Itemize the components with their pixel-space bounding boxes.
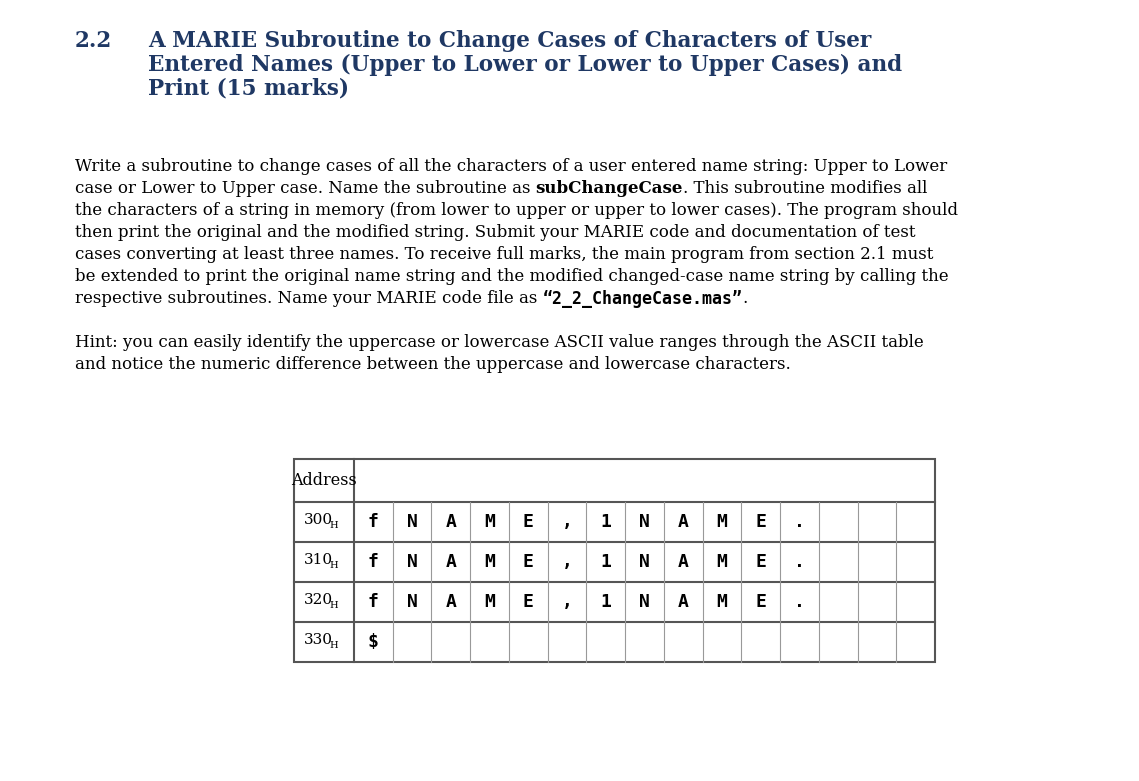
Text: M: M <box>716 513 728 531</box>
Text: H: H <box>329 562 338 570</box>
Text: .: . <box>743 290 748 307</box>
Text: A: A <box>678 553 689 571</box>
Text: N: N <box>407 593 418 611</box>
Text: respective subroutines. Name your MARIE code file as: respective subroutines. Name your MARIE … <box>75 290 542 307</box>
Text: and notice the numeric difference between the uppercase and lowercase characters: and notice the numeric difference betwee… <box>75 356 790 373</box>
Text: 1: 1 <box>600 513 612 531</box>
Text: H: H <box>329 601 338 610</box>
Text: Address: Address <box>290 473 357 489</box>
Text: Hint: you can easily identify the uppercase or lowercase ASCII value ranges thro: Hint: you can easily identify the upperc… <box>75 334 924 351</box>
Text: Print (15 marks): Print (15 marks) <box>148 78 349 100</box>
Text: 320: 320 <box>304 593 333 607</box>
Text: 1: 1 <box>600 553 612 571</box>
Text: ,: , <box>562 513 573 531</box>
Text: 300: 300 <box>304 512 333 526</box>
Text: then print the original and the modified string. Submit your MARIE code and docu: then print the original and the modified… <box>75 224 916 241</box>
Text: E: E <box>755 553 767 571</box>
Text: 330: 330 <box>304 633 333 647</box>
Text: .: . <box>794 513 805 531</box>
Bar <box>294 459 935 662</box>
Text: H: H <box>329 521 338 530</box>
Text: subChangeCase: subChangeCase <box>535 180 683 197</box>
Text: ,: , <box>562 593 573 611</box>
Text: E: E <box>523 553 534 571</box>
Text: M: M <box>716 553 728 571</box>
Text: M: M <box>484 553 495 571</box>
Text: f: f <box>368 513 379 531</box>
Text: 2.2: 2.2 <box>75 30 113 52</box>
Text: ,: , <box>562 553 573 571</box>
Text: M: M <box>484 513 495 531</box>
Text: N: N <box>407 513 418 531</box>
Text: “2_2_ChangeCase.mas”: “2_2_ChangeCase.mas” <box>542 290 743 308</box>
Text: E: E <box>523 513 534 531</box>
Text: A MARIE Subroutine to Change Cases of Characters of User: A MARIE Subroutine to Change Cases of Ch… <box>148 30 871 52</box>
Text: N: N <box>639 593 650 611</box>
Text: the characters of a string in memory (from lower to upper or upper to lower case: the characters of a string in memory (fr… <box>75 202 958 219</box>
Text: A: A <box>445 553 457 571</box>
Text: .: . <box>794 593 805 611</box>
Text: M: M <box>716 593 728 611</box>
Text: 310: 310 <box>304 553 333 566</box>
Text: be extended to print the original name string and the modified changed-case name: be extended to print the original name s… <box>75 268 949 285</box>
Text: Write a subroutine to change cases of all the characters of a user entered name : Write a subroutine to change cases of al… <box>75 158 948 175</box>
Text: H: H <box>329 641 338 651</box>
Text: $: $ <box>368 633 379 651</box>
Text: f: f <box>368 593 379 611</box>
Text: cases converting at least three names. To receive full marks, the main program f: cases converting at least three names. T… <box>75 246 933 263</box>
Text: E: E <box>755 513 767 531</box>
Text: A: A <box>678 593 689 611</box>
Text: A: A <box>678 513 689 531</box>
Text: E: E <box>755 593 767 611</box>
Text: N: N <box>407 553 418 571</box>
Text: .: . <box>794 553 805 571</box>
Text: M: M <box>484 593 495 611</box>
Text: N: N <box>639 513 650 531</box>
Text: A: A <box>445 593 457 611</box>
Text: case or Lower to Upper case. Name the subroutine as: case or Lower to Upper case. Name the su… <box>75 180 535 197</box>
Text: Entered Names (Upper to Lower or Lower to Upper Cases) and: Entered Names (Upper to Lower or Lower t… <box>148 54 902 76</box>
Text: N: N <box>639 553 650 571</box>
Text: E: E <box>523 593 534 611</box>
Text: . This subroutine modifies all: . This subroutine modifies all <box>683 180 927 197</box>
Text: 1: 1 <box>600 593 612 611</box>
Text: f: f <box>368 553 379 571</box>
Text: A: A <box>445 513 457 531</box>
